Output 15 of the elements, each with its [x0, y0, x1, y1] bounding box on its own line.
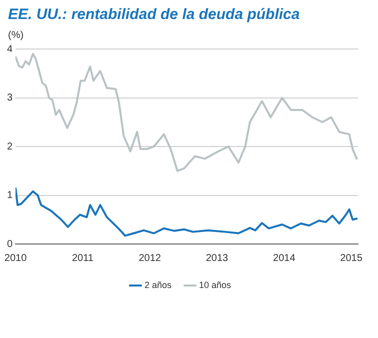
- x-tick-label: 2012: [138, 252, 162, 264]
- x-tick-label: 2014: [273, 252, 296, 264]
- x-tick-label: 2015: [340, 252, 363, 264]
- y-tick-label: 2: [7, 141, 13, 152]
- y-tick-label: 1: [7, 190, 13, 201]
- y-tick-label: 3: [7, 92, 13, 104]
- x-tick-label: 2010: [4, 252, 28, 264]
- chart-title: EE. UU.: rentabilidad de la deuda pública: [8, 6, 300, 23]
- legend-label: 10 años: [198, 280, 232, 290]
- y-axis-title: (%): [8, 30, 24, 41]
- legend-label: 2 años: [144, 280, 172, 290]
- x-tick-label: 2011: [72, 252, 94, 264]
- y-tick-label: 4: [7, 44, 13, 55]
- x-tick-label: 2013: [206, 252, 229, 264]
- y-tick-label: 0: [7, 238, 13, 250]
